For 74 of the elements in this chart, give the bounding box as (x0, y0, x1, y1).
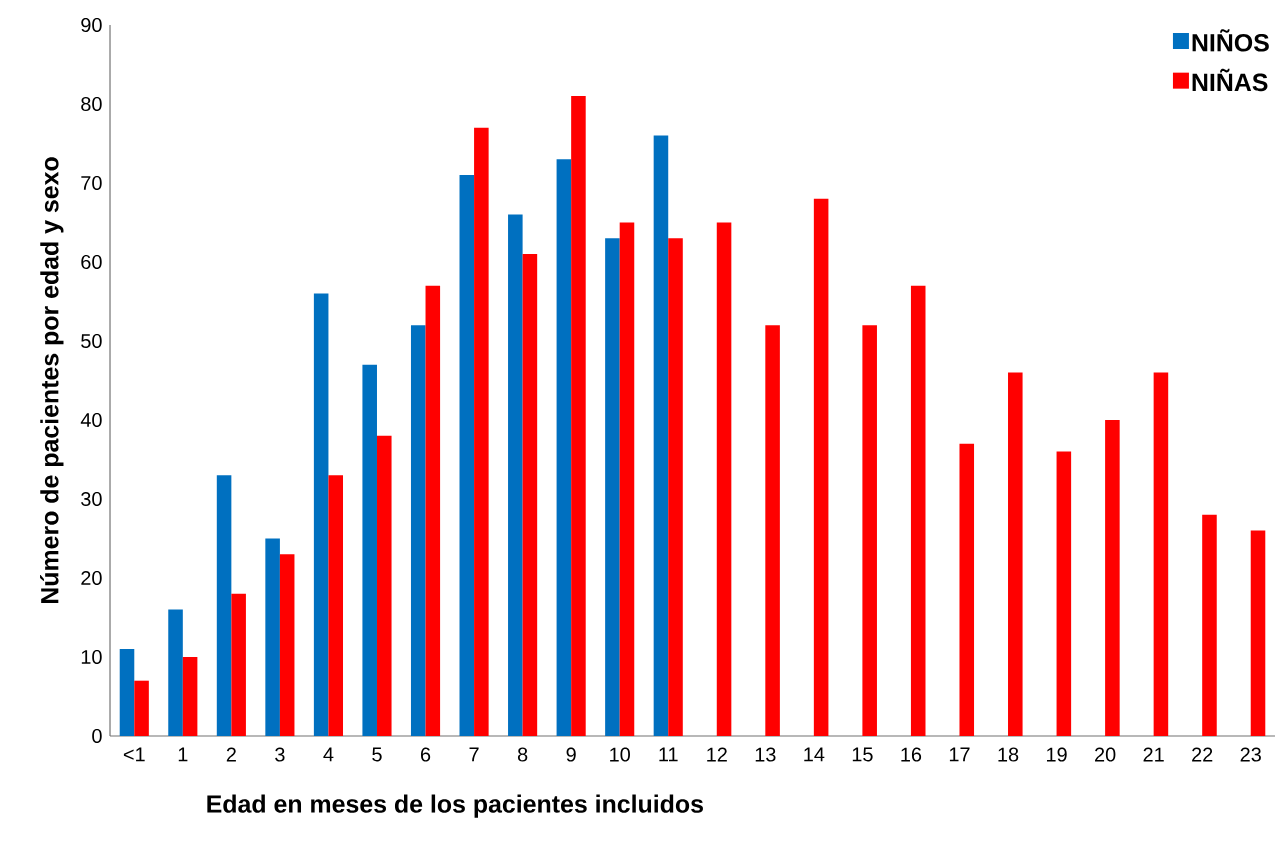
x-tick-label: 18 (998, 747, 1019, 762)
x-tick-label: 20 (1095, 747, 1116, 762)
bar (668, 238, 683, 736)
x-tick-label: 12 (707, 747, 727, 762)
x-tick-label: 22 (1192, 747, 1213, 762)
bar (119, 649, 135, 736)
bar (313, 293, 329, 736)
bar (474, 127, 489, 736)
bar (265, 538, 280, 736)
y-tick-label: 0 (92, 728, 102, 744)
x-tick-label: 23 (1240, 747, 1261, 762)
x-axis-title: Edad en meses de los pacientes incluidos (207, 794, 703, 818)
y-tick-label: 80 (81, 96, 102, 112)
bar (813, 198, 829, 736)
y-tick-label: 30 (81, 491, 102, 507)
bar (1008, 372, 1023, 736)
bar (182, 656, 198, 736)
bar (376, 435, 392, 736)
bar (522, 254, 538, 736)
bar (216, 475, 232, 736)
x-tick-label: 21 (1143, 747, 1164, 762)
y-tick-label: 10 (81, 649, 102, 665)
bar (1202, 514, 1217, 736)
bar (910, 285, 926, 736)
bar (1250, 530, 1266, 736)
bar (556, 159, 572, 736)
bar (231, 593, 246, 736)
bar (425, 285, 441, 736)
y-tick-label: 50 (81, 333, 102, 349)
bar (571, 96, 586, 736)
x-tick-label: 14 (804, 747, 825, 762)
bar (362, 364, 377, 736)
x-tick-label: 17 (949, 747, 970, 762)
legend-label: NIÑAS (1192, 68, 1268, 92)
legend-label: NIÑOS (1192, 29, 1269, 52)
x-tick-label: 9 (566, 747, 576, 762)
bar (1056, 451, 1072, 736)
x-tick-label: 1 (178, 747, 188, 762)
bar (410, 325, 426, 736)
x-tick-label: 2 (226, 747, 236, 762)
x-tick-label: 16 (901, 747, 922, 762)
bar (716, 222, 732, 736)
x-tick-label: 6 (421, 747, 431, 762)
x-tick-label: 10 (610, 747, 630, 762)
bar (605, 238, 620, 736)
bar (862, 325, 877, 736)
bar (279, 554, 295, 736)
bar (459, 175, 475, 736)
bar (653, 135, 669, 736)
y-tick-label: 60 (81, 254, 102, 270)
x-tick-label: 3 (275, 747, 285, 762)
bar (959, 443, 975, 736)
y-tick-label: 20 (81, 570, 102, 586)
y-tick-label: 70 (81, 175, 102, 191)
x-tick-label: 19 (1046, 747, 1067, 762)
x-tick-label: 11 (659, 747, 678, 762)
x-tick-label: <1 (123, 747, 145, 762)
y-tick-label: 40 (80, 412, 102, 428)
x-tick-label: 4 (323, 747, 334, 762)
x-tick-label: 15 (852, 747, 873, 762)
x-tick-label: 5 (372, 747, 382, 762)
y-axis-title: Número de pacientes por edad y sexo (40, 157, 64, 604)
bar (1105, 419, 1120, 736)
bar (765, 325, 780, 736)
bar (328, 475, 344, 736)
bar (1153, 372, 1169, 736)
x-tick-label: 8 (517, 747, 528, 762)
bar (134, 680, 149, 736)
bar (168, 609, 183, 736)
bar (508, 214, 523, 736)
bar (619, 222, 635, 736)
x-tick-label: 13 (755, 747, 776, 762)
y-tick-label: 90 (81, 17, 102, 33)
x-tick-label: 7 (469, 747, 479, 762)
